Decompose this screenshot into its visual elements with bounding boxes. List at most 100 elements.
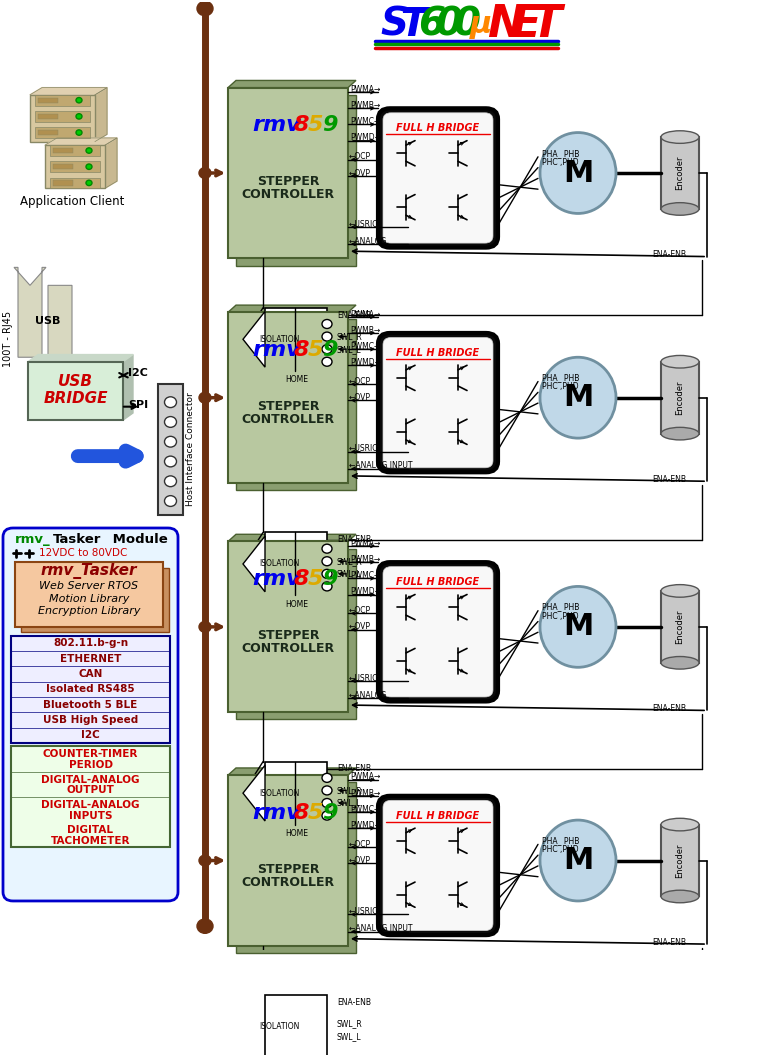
FancyBboxPatch shape bbox=[378, 562, 498, 702]
Circle shape bbox=[322, 1032, 332, 1041]
Text: PHC ,PHD: PHC ,PHD bbox=[542, 612, 579, 620]
Polygon shape bbox=[123, 354, 133, 420]
Text: Encoder: Encoder bbox=[675, 610, 685, 645]
Text: CONTROLLER: CONTROLLER bbox=[241, 641, 335, 655]
Bar bbox=[236, 783, 356, 953]
Text: BRIDGE: BRIDGE bbox=[44, 390, 107, 405]
Text: SWL_R: SWL_R bbox=[337, 786, 363, 794]
Bar bbox=[236, 95, 356, 266]
Text: 9: 9 bbox=[322, 115, 338, 135]
Polygon shape bbox=[243, 765, 265, 821]
Circle shape bbox=[164, 476, 177, 486]
Circle shape bbox=[164, 397, 177, 407]
Text: STEPPER: STEPPER bbox=[257, 863, 319, 876]
Text: ←OCP: ←OCP bbox=[349, 607, 371, 615]
Text: SWL_R: SWL_R bbox=[337, 1019, 363, 1029]
Text: M: M bbox=[562, 846, 593, 875]
Text: Encoder: Encoder bbox=[675, 843, 685, 878]
Bar bbox=[50, 161, 100, 172]
Circle shape bbox=[322, 345, 332, 353]
Text: FULL H BRIDGE: FULL H BRIDGE bbox=[397, 810, 479, 821]
Circle shape bbox=[86, 148, 92, 153]
Bar bbox=[265, 762, 327, 825]
Circle shape bbox=[322, 811, 332, 820]
Ellipse shape bbox=[661, 427, 699, 440]
Text: Application Client: Application Client bbox=[19, 195, 124, 208]
Text: I2C: I2C bbox=[81, 730, 100, 741]
Text: S: S bbox=[380, 5, 408, 43]
Text: CAN: CAN bbox=[79, 669, 103, 679]
Text: PHC ,PHD: PHC ,PHD bbox=[542, 157, 579, 167]
Text: 5: 5 bbox=[308, 803, 324, 823]
Text: SWL_L: SWL_L bbox=[337, 570, 362, 578]
Text: PHA_ PHB: PHA_ PHB bbox=[542, 837, 580, 845]
Circle shape bbox=[199, 168, 211, 178]
Bar bbox=[236, 320, 356, 491]
Text: rmv: rmv bbox=[252, 570, 300, 590]
Text: USB: USB bbox=[58, 375, 93, 389]
Circle shape bbox=[199, 621, 211, 632]
Bar bbox=[50, 146, 100, 156]
Circle shape bbox=[76, 114, 82, 119]
Text: T: T bbox=[400, 5, 426, 43]
Polygon shape bbox=[243, 999, 265, 1055]
Ellipse shape bbox=[661, 203, 699, 215]
Polygon shape bbox=[44, 285, 76, 376]
Text: ←OCP: ←OCP bbox=[349, 152, 371, 161]
Text: PWMA→: PWMA→ bbox=[350, 84, 380, 94]
Text: μ: μ bbox=[470, 11, 492, 39]
Ellipse shape bbox=[661, 819, 699, 831]
Bar bbox=[661, 591, 699, 663]
FancyBboxPatch shape bbox=[383, 801, 493, 931]
Text: ISOLATION: ISOLATION bbox=[259, 559, 300, 569]
Text: ETHERNET: ETHERNET bbox=[60, 654, 121, 664]
Text: Encryption Library: Encryption Library bbox=[38, 607, 140, 616]
Text: INPUTS: INPUTS bbox=[68, 810, 112, 821]
Text: 6: 6 bbox=[418, 5, 445, 43]
Text: Encoder: Encoder bbox=[675, 156, 685, 190]
Text: HOME: HOME bbox=[285, 376, 308, 384]
Text: ISOLATION: ISOLATION bbox=[259, 789, 300, 798]
Bar bbox=[228, 775, 348, 946]
Bar bbox=[53, 148, 73, 153]
Text: ←USRIO: ←USRIO bbox=[349, 907, 379, 916]
Text: PWMB→: PWMB→ bbox=[350, 326, 380, 334]
Text: OUTPUT: OUTPUT bbox=[67, 785, 114, 795]
Text: 12VDC to 80VDC: 12VDC to 80VDC bbox=[39, 549, 128, 558]
Circle shape bbox=[322, 773, 332, 783]
Text: PWMC→: PWMC→ bbox=[350, 805, 380, 813]
Bar bbox=[15, 562, 163, 627]
Text: 802.11.b-g-n: 802.11.b-g-n bbox=[53, 638, 128, 649]
Text: 5: 5 bbox=[308, 340, 324, 360]
Text: rmv_Tasker: rmv_Tasker bbox=[40, 562, 137, 579]
Text: PERIOD: PERIOD bbox=[68, 761, 113, 770]
Text: Encoder: Encoder bbox=[675, 381, 685, 415]
Text: PHA_ PHB: PHA_ PHB bbox=[542, 602, 580, 612]
Bar bbox=[21, 568, 169, 632]
Circle shape bbox=[322, 1008, 332, 1016]
Circle shape bbox=[322, 332, 332, 341]
Text: ←OCP: ←OCP bbox=[349, 377, 371, 386]
Text: TACHOMETER: TACHOMETER bbox=[51, 836, 130, 846]
Text: PHC ,PHD: PHC ,PHD bbox=[542, 382, 579, 391]
Text: ←OVP: ←OVP bbox=[349, 394, 371, 402]
Bar bbox=[236, 549, 356, 720]
Text: PWMD→: PWMD→ bbox=[350, 821, 381, 830]
Text: SWL_L: SWL_L bbox=[337, 799, 362, 807]
Circle shape bbox=[322, 582, 332, 591]
Text: I2C: I2C bbox=[128, 368, 148, 379]
Text: ←ANALOG INPUT: ←ANALOG INPUT bbox=[349, 461, 412, 471]
Circle shape bbox=[197, 1, 213, 16]
Text: rmv: rmv bbox=[252, 340, 300, 360]
Text: PWMD→: PWMD→ bbox=[350, 133, 381, 142]
Text: T: T bbox=[532, 3, 562, 46]
Text: 8: 8 bbox=[294, 803, 310, 823]
Text: PWMC→: PWMC→ bbox=[350, 342, 380, 351]
Bar bbox=[35, 111, 90, 121]
Text: E: E bbox=[510, 3, 541, 46]
Text: DIGITAL: DIGITAL bbox=[68, 825, 114, 835]
Text: PWMA→: PWMA→ bbox=[350, 539, 380, 548]
Ellipse shape bbox=[540, 587, 616, 668]
Text: STEPPER: STEPPER bbox=[257, 630, 319, 642]
Circle shape bbox=[164, 456, 177, 467]
